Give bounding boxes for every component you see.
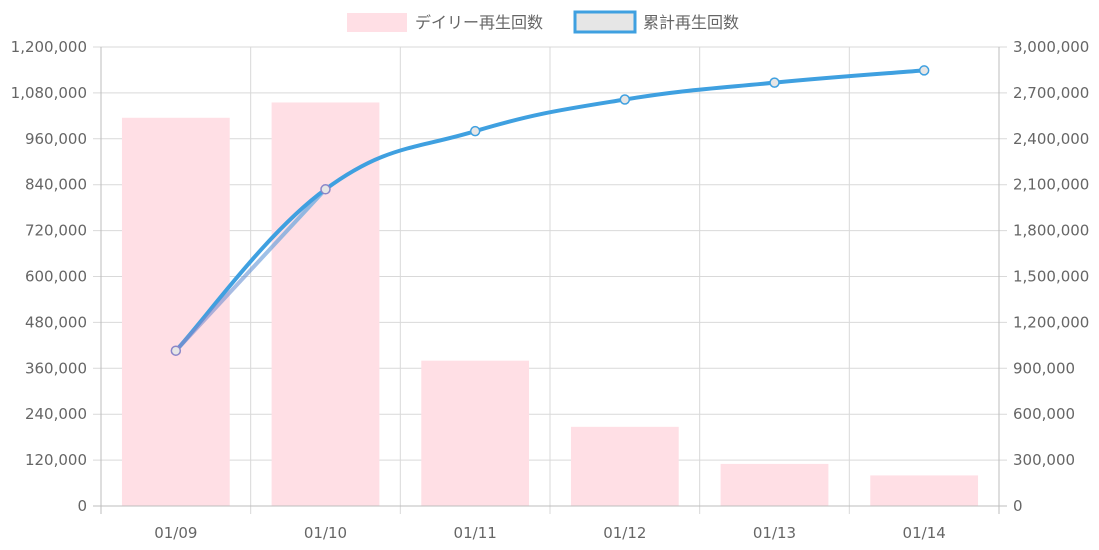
legend-swatch-cumulative[interactable] [573, 10, 637, 34]
point-cumulative-views[interactable] [320, 184, 331, 195]
right-axis-tick-label: 2,700,000 [1013, 84, 1089, 102]
bar-daily-views[interactable] [870, 475, 979, 506]
point-cumulative-views[interactable] [469, 125, 481, 137]
bar-daily-views[interactable] [720, 463, 829, 506]
right-axis-tick-label: 3,000,000 [1013, 38, 1089, 56]
line-series [170, 65, 930, 356]
x-axis-ticks: 01/09 01/10 01/11 01/12 01/13 01/14 [154, 524, 946, 542]
legend-label-cumulative[interactable]: 累計再生回数 [643, 13, 739, 32]
point-cumulative-views[interactable] [918, 65, 930, 76]
right-axis-ticks: 0 300,000 600,000 900,000 1,200,000 1,500,000… [1013, 38, 1089, 515]
right-axis-tick-label: 600,000 [1013, 405, 1075, 423]
left-axis-tick-label: 840,000 [25, 176, 87, 194]
bar-daily-views[interactable] [570, 426, 679, 506]
legend-label-daily[interactable]: デイリー再生回数 [415, 13, 543, 32]
x-axis-tick-label: 01/14 [903, 524, 946, 542]
left-axis-tick-label: 960,000 [25, 130, 87, 148]
right-axis-tick-label: 2,100,000 [1013, 176, 1089, 194]
point-cumulative-views[interactable] [769, 77, 780, 88]
left-axis-tick-label: 720,000 [25, 222, 87, 240]
x-axis-tick-label: 01/13 [753, 524, 796, 542]
x-axis-tick-label: 01/12 [603, 524, 646, 542]
right-axis-tick-label: 2,400,000 [1013, 130, 1089, 148]
right-axis-tick-label: 900,000 [1013, 359, 1075, 377]
left-axis-tick-label: 1,200,000 [11, 38, 87, 56]
x-axis-tick-label: 01/10 [304, 524, 347, 542]
right-axis-tick-label: 1,500,000 [1013, 268, 1089, 286]
x-axis-tick-label: 01/11 [454, 524, 497, 542]
left-axis-ticks: 0 120,000 240,000 360,000 480,000 600,000 720,… [11, 38, 87, 515]
point-cumulative-views[interactable] [619, 94, 631, 105]
left-axis-tick-label: 120,000 [25, 451, 87, 469]
right-axis-tick-label: 1,200,000 [1013, 313, 1089, 331]
right-axis-tick-label: 0 [1013, 497, 1023, 515]
x-axis-tick-label: 01/09 [154, 524, 197, 542]
legend[interactable]: デイリー再生回数 累計再生回数 [347, 10, 739, 34]
legend-swatch-daily[interactable] [347, 13, 407, 32]
left-axis-tick-label: 360,000 [25, 359, 87, 377]
bar-daily-views[interactable] [421, 360, 530, 506]
left-axis-tick-label: 1,080,000 [11, 84, 87, 102]
left-axis-tick-label: 240,000 [25, 405, 87, 423]
line-cumulative-start-segment [174, 187, 327, 353]
bars [121, 102, 979, 507]
line-cumulative-views[interactable] [174, 68, 925, 353]
left-axis-tick-label: 600,000 [25, 268, 87, 286]
left-axis-tick-label: 0 [77, 497, 87, 515]
point-cumulative-views[interactable] [170, 345, 182, 356]
grid [93, 46, 1007, 514]
right-axis-tick-label: 1,800,000 [1013, 222, 1089, 240]
right-axis-tick-label: 300,000 [1013, 451, 1075, 469]
left-axis-tick-label: 480,000 [25, 313, 87, 331]
bar-daily-views[interactable] [271, 102, 380, 507]
